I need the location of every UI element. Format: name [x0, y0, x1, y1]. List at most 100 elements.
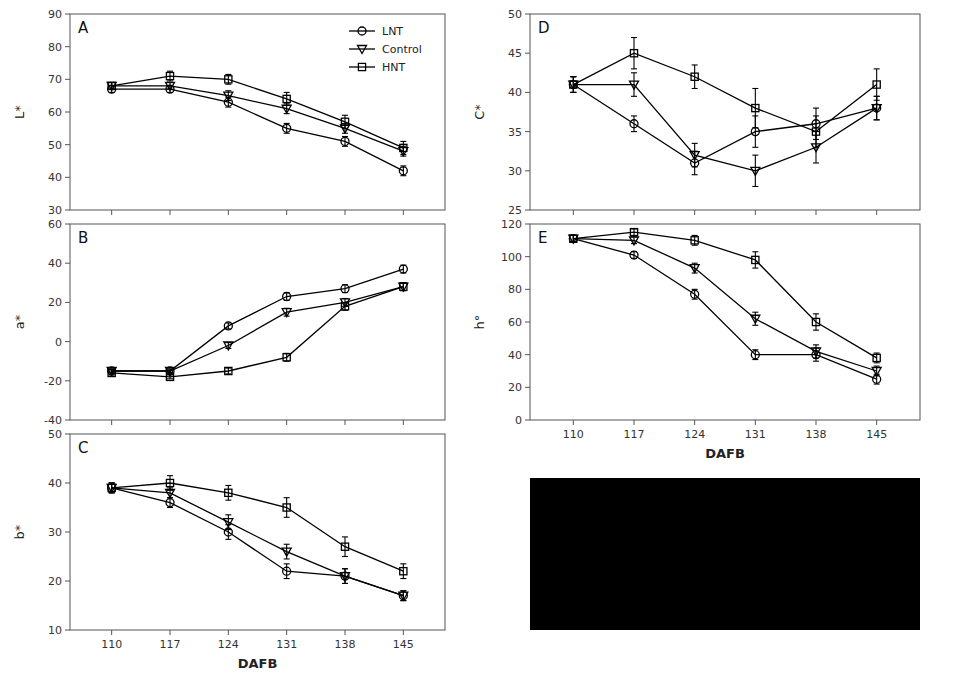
error-stem: [876, 69, 877, 100]
x-axis-label: DAFB: [238, 656, 278, 671]
error-stem: [573, 77, 574, 93]
x-tick: [228, 420, 229, 425]
x-tick-label: 131: [276, 638, 297, 651]
plot-area: [107, 265, 408, 380]
x-tick: [573, 210, 574, 215]
y-tick-label: 0: [515, 414, 522, 427]
error-cap: [284, 517, 290, 518]
error-bar: [167, 498, 173, 508]
panel-label: A: [78, 19, 89, 37]
data-point: [630, 229, 637, 236]
data-point: [166, 499, 174, 507]
error-cap: [109, 492, 115, 493]
error-stem: [633, 73, 634, 97]
error-stem: [228, 343, 229, 349]
error-stem: [573, 77, 574, 93]
error-bar: [874, 69, 880, 100]
error-cap: [874, 119, 880, 120]
data-point: [166, 479, 173, 486]
error-bar: [109, 371, 115, 375]
error-stem: [344, 115, 345, 128]
data-point: [166, 373, 173, 380]
data-point: [751, 128, 759, 136]
error-stem: [755, 88, 756, 127]
y-tick: [65, 112, 70, 113]
error-bar: [284, 498, 290, 518]
y-tick: [65, 224, 70, 225]
legend-line: [349, 66, 375, 67]
y-tick-label: 10: [48, 624, 62, 637]
legend-marker: [358, 27, 366, 35]
y-tick-label: 40: [508, 349, 522, 362]
data-point: [108, 369, 115, 376]
x-tick-label: 131: [745, 428, 766, 441]
legend-line: [349, 30, 375, 31]
plot-frame: [530, 224, 920, 420]
series-line: [112, 287, 404, 377]
y-tick-label: 60: [508, 316, 522, 329]
x-tick: [345, 630, 346, 635]
series-line: [573, 85, 876, 171]
x-tick: [634, 210, 635, 215]
x-tick: [816, 210, 817, 215]
error-cap: [631, 131, 637, 132]
error-cap: [692, 64, 698, 65]
y-tick: [65, 532, 70, 533]
error-cap: [225, 74, 231, 75]
error-cap: [342, 568, 348, 569]
data-point: [399, 167, 407, 175]
x-tick: [403, 420, 404, 425]
series-line: [573, 239, 876, 379]
y-tick: [525, 224, 530, 225]
data-point: [630, 81, 639, 89]
error-stem: [633, 237, 634, 244]
x-tick: [876, 210, 877, 215]
y-tick: [65, 483, 70, 484]
series-line: [573, 239, 876, 371]
x-tick-label: 145: [393, 638, 414, 651]
y-tick-label: 20: [48, 296, 62, 309]
error-stem: [755, 155, 756, 186]
error-bar: [167, 375, 173, 379]
error-bar: [342, 137, 348, 147]
data-point: [283, 354, 290, 361]
series: [108, 85, 408, 176]
error-bar: [874, 353, 880, 363]
series: [108, 483, 408, 601]
data-point: [752, 104, 759, 111]
error-cap: [109, 492, 115, 493]
error-bar: [167, 71, 173, 81]
error-cap: [570, 92, 576, 93]
error-bar: [225, 323, 231, 329]
y-tick-label: -20: [44, 375, 62, 388]
error-bar: [813, 314, 819, 330]
data-point: [224, 528, 232, 536]
x-tick: [228, 210, 229, 215]
error-bar: [692, 65, 698, 89]
data-point: [224, 322, 232, 330]
x-tick: [111, 630, 112, 635]
x-tick-label: 117: [624, 428, 645, 441]
data-point: [283, 124, 291, 132]
x-tick-label: 124: [218, 638, 239, 651]
error-cap: [342, 536, 348, 537]
series-line: [573, 53, 876, 131]
error-cap: [284, 563, 290, 564]
data-point: [224, 519, 233, 527]
error-cap: [631, 72, 637, 73]
data-point: [341, 137, 349, 145]
x-tick-label: 138: [806, 428, 827, 441]
error-stem: [633, 38, 634, 69]
error-cap: [109, 482, 115, 483]
error-cap: [225, 90, 231, 91]
plot-area: [569, 38, 881, 187]
error-stem: [111, 83, 112, 90]
error-cap: [400, 590, 406, 591]
error-stem: [573, 77, 574, 93]
error-cap: [692, 143, 698, 144]
y-tick: [65, 177, 70, 178]
data-point: [570, 235, 577, 242]
error-stem: [755, 252, 756, 268]
y-tick: [525, 14, 530, 15]
error-cap: [167, 475, 173, 476]
